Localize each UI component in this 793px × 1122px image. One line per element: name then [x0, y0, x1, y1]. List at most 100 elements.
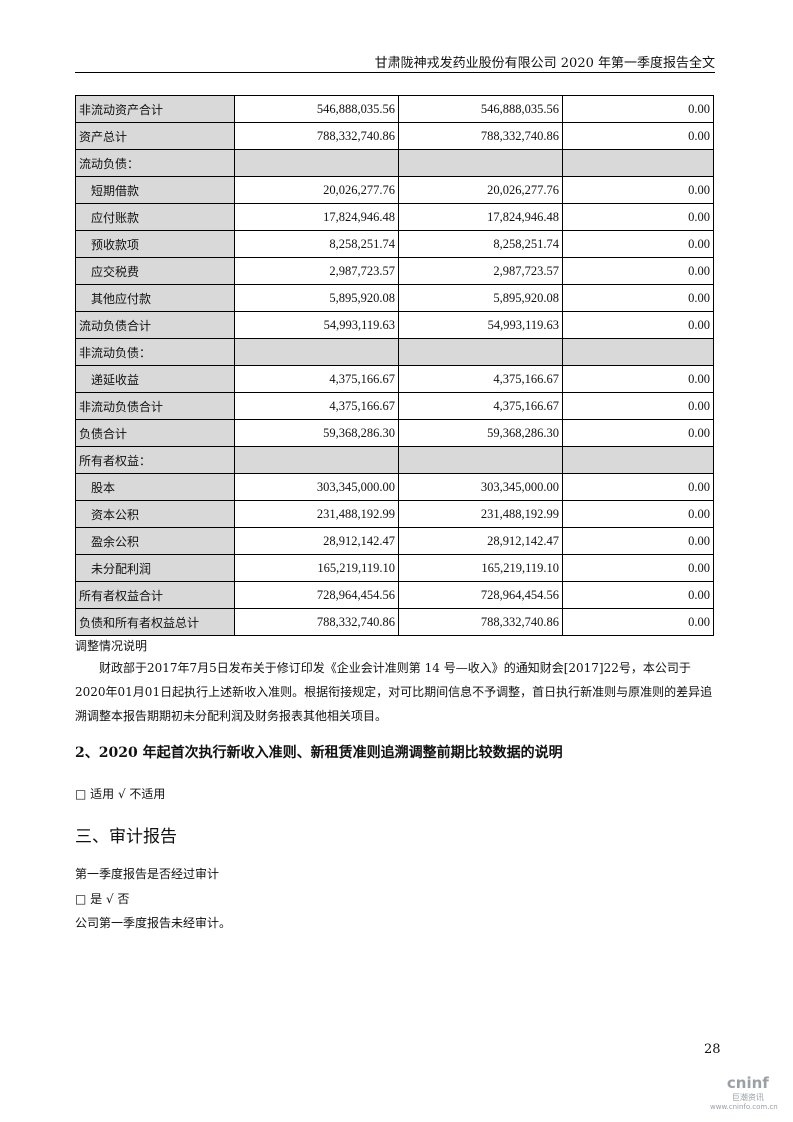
value-col1: 4,375,166.67 [234, 365, 399, 393]
row-label: 流动负债： [75, 149, 235, 177]
value-col3: 0.00 [562, 284, 714, 312]
section3-title: 三、审计报告 [75, 827, 177, 847]
value-col2: 8,258,251.74 [398, 230, 563, 258]
value-col3 [562, 338, 714, 366]
value-col2: 17,824,946.48 [398, 203, 563, 231]
table-row: 递延收益 4,375,166.67 4,375,166.67 0.00 [75, 365, 714, 393]
value-col2 [398, 446, 563, 474]
value-col1 [234, 149, 399, 177]
row-label: 非流动负债合计 [75, 392, 235, 420]
value-col2: 4,375,166.67 [398, 392, 563, 420]
row-label: 非流动资产合计 [75, 95, 235, 123]
page-number: 28 [704, 1042, 721, 1057]
adjust-paragraph: 财政部于2017年7月5日发布关于修订印发《企业会计准则第 14 号—收入》的通… [75, 661, 713, 723]
value-col2 [398, 338, 563, 366]
value-col2: 165,219,119.10 [398, 554, 563, 582]
watermark-url: www.cninfo.com.cn [710, 1103, 778, 1111]
value-col1: 788,332,740.86 [234, 122, 399, 150]
audit-options: □ 是 √ 否 [75, 892, 130, 906]
value-col3: 0.00 [562, 392, 714, 420]
section2-title: 2、2020 年起首次执行新收入准则、新租赁准则追溯调整前期比较数据的说明 [75, 745, 563, 761]
value-col2: 5,895,920.08 [398, 284, 563, 312]
table-row: 非流动资产合计 546,888,035.56 546,888,035.56 0.00 [75, 95, 714, 123]
table-row: 非流动负债合计 4,375,166.67 4,375,166.67 0.00 [75, 392, 714, 420]
table-row: 负债合计 59,368,286.30 59,368,286.30 0.00 [75, 419, 714, 447]
row-label: 递延收益 [75, 365, 235, 393]
value-col2: 728,964,454.56 [398, 581, 563, 609]
value-col3: 0.00 [562, 311, 714, 339]
table-row: 应交税费 2,987,723.57 2,987,723.57 0.00 [75, 257, 714, 285]
value-col3: 0.00 [562, 230, 714, 258]
row-label: 盈余公积 [75, 527, 235, 555]
value-col2: 231,488,192.99 [398, 500, 563, 528]
row-label: 应付账款 [75, 203, 235, 231]
value-col3: 0.00 [562, 365, 714, 393]
value-col1: 788,332,740.86 [234, 608, 399, 636]
table-row: 资本公积 231,488,192.99 231,488,192.99 0.00 [75, 500, 714, 528]
value-col3: 0.00 [562, 176, 714, 204]
value-col2: 303,345,000.00 [398, 473, 563, 501]
value-col1: 546,888,035.56 [234, 95, 399, 123]
table-row: 流动负债合计 54,993,119.63 54,993,119.63 0.00 [75, 311, 714, 339]
row-label: 负债合计 [75, 419, 235, 447]
value-col3: 0.00 [562, 203, 714, 231]
cninfo-watermark-logo: cninf 巨潮资讯 www.cninfo.com.cn [710, 1074, 778, 1111]
table-section-row: 流动负债： [75, 149, 714, 177]
table-row: 预收款项 8,258,251.74 8,258,251.74 0.00 [75, 230, 714, 258]
value-col1 [234, 446, 399, 474]
value-col1: 728,964,454.56 [234, 581, 399, 609]
table-row: 负债和所有者权益总计 788,332,740.86 788,332,740.86 0.… [75, 608, 714, 636]
table-row: 股本 303,345,000.00 303,345,000.00 0.00 [75, 473, 714, 501]
value-col3: 0.00 [562, 122, 714, 150]
row-label: 短期借款 [75, 176, 235, 204]
row-label: 非流动负债： [75, 338, 235, 366]
row-label: 股本 [75, 473, 235, 501]
table-row: 其他应付款 5,895,920.08 5,895,920.08 0.00 [75, 284, 714, 312]
row-label: 资本公积 [75, 500, 235, 528]
header-rule [75, 72, 715, 73]
watermark-brand: cninf [726, 1074, 769, 1092]
value-col1: 59,368,286.30 [234, 419, 399, 447]
value-col3: 0.00 [562, 581, 714, 609]
row-label: 所有者权益： [75, 446, 235, 474]
audit-text: 公司第一季度报告未经审计。 [75, 916, 232, 930]
row-label: 流动负债合计 [75, 311, 235, 339]
value-col3: 0.00 [562, 95, 714, 123]
value-col1: 20,026,277.76 [234, 176, 399, 204]
row-label: 应交税费 [75, 257, 235, 285]
table-row: 资产总计 788,332,740.86 788,332,740.86 0.00 [75, 122, 714, 150]
value-col1: 303,345,000.00 [234, 473, 399, 501]
value-col3: 0.00 [562, 257, 714, 285]
balance-sheet-table: 非流动资产合计 546,888,035.56 546,888,035.56 0.00 资… [75, 95, 714, 636]
row-label: 预收款项 [75, 230, 235, 258]
value-col1: 54,993,119.63 [234, 311, 399, 339]
value-col1: 28,912,142.47 [234, 527, 399, 555]
value-col2: 54,993,119.63 [398, 311, 563, 339]
section2-options: □ 适用 √ 不适用 [75, 787, 166, 801]
value-col3: 0.00 [562, 500, 714, 528]
value-col2: 20,026,277.76 [398, 176, 563, 204]
table-section-row: 非流动负债： [75, 338, 714, 366]
table-row: 短期借款 20,026,277.76 20,026,277.76 0.00 [75, 176, 714, 204]
value-col2: 2,987,723.57 [398, 257, 563, 285]
row-label: 其他应付款 [75, 284, 235, 312]
row-label: 资产总计 [75, 122, 235, 150]
value-col2: 788,332,740.86 [398, 122, 563, 150]
value-col1: 2,987,723.57 [234, 257, 399, 285]
page-header: 甘肃陇神戎发药业股份有限公司 2020 年第一季度报告全文 [374, 56, 715, 71]
value-col1 [234, 338, 399, 366]
table-section-row: 所有者权益： [75, 446, 714, 474]
row-label: 未分配利润 [75, 554, 235, 582]
value-col2: 4,375,166.67 [398, 365, 563, 393]
value-col1: 8,258,251.74 [234, 230, 399, 258]
value-col2: 546,888,035.56 [398, 95, 563, 123]
value-col3: 0.00 [562, 473, 714, 501]
adjust-title: 调整情况说明 [75, 639, 148, 653]
value-col1: 17,824,946.48 [234, 203, 399, 231]
value-col3 [562, 149, 714, 177]
row-label: 负债和所有者权益总计 [75, 608, 235, 636]
value-col3 [562, 446, 714, 474]
value-col2: 28,912,142.47 [398, 527, 563, 555]
audit-question: 第一季度报告是否经过审计 [75, 867, 220, 881]
